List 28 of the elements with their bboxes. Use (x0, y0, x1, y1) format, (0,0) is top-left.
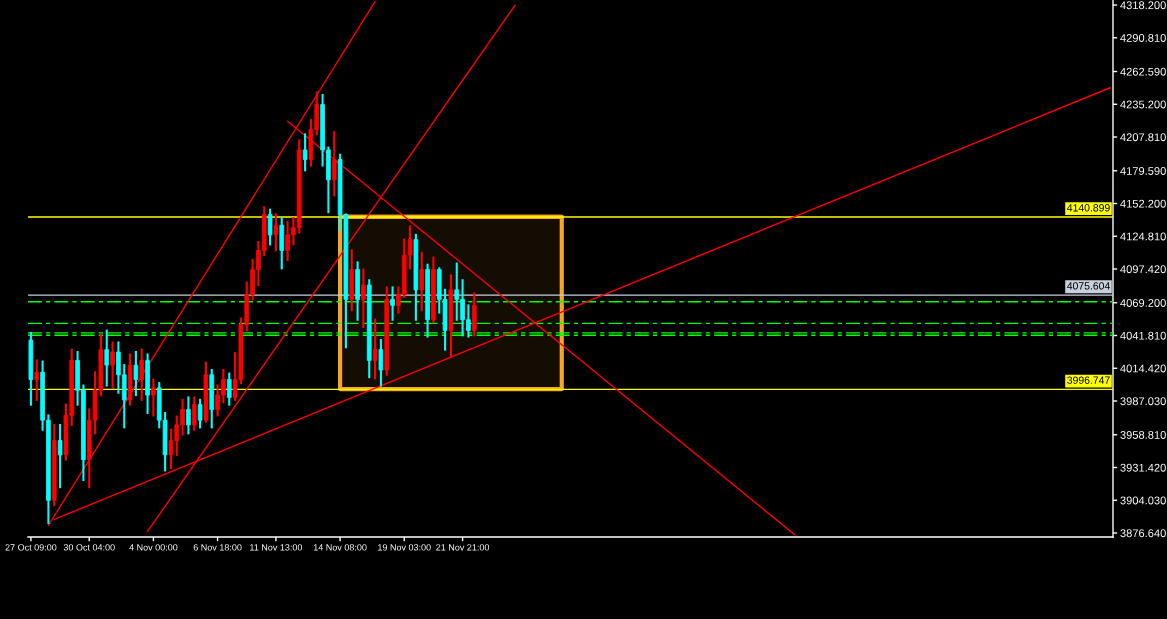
y-tick-label: 4235.200 (1120, 100, 1166, 109)
y-tick-label: 4124.810 (1120, 232, 1166, 241)
y-tick-label: 3958.810 (1120, 431, 1166, 439)
y-tick-label: 4152.200 (1120, 199, 1166, 208)
y-tick-label: 4179.590 (1120, 167, 1166, 175)
y-tick-label: 3987.030 (1120, 397, 1166, 406)
y-tick-label: 4290.810 (1120, 34, 1166, 42)
x-tick-label: 19 Nov 03:00 (378, 544, 431, 551)
ref-line-label: 4075.604 (1067, 282, 1110, 290)
y-tick-label: 4069.200 (1120, 299, 1166, 307)
y-tick-label: 4318.200 (1120, 1, 1166, 10)
x-tick-label: 14 Nov 08:00 (313, 544, 367, 551)
ref-line-label: 3996.747 (1067, 376, 1110, 384)
y-tick-label: 3931.420 (1120, 463, 1166, 472)
x-tick-label: 4 Nov 00:00 (129, 544, 178, 551)
x-tick-label: 27 Oct 09:00 (5, 544, 57, 551)
y-tick-label: 4207.810 (1120, 133, 1166, 142)
y-tick-label: 4097.420 (1120, 265, 1166, 274)
x-tick-label: 6 Nov 18:00 (193, 544, 242, 551)
y-tick-label: 3876.640 (1120, 529, 1166, 538)
x-tick-label: 11 Nov 13:00 (250, 544, 303, 551)
y-tick-label: 4014.420 (1120, 364, 1166, 373)
x-tick-label: 21 Nov 21:00 (436, 544, 490, 551)
x-tick-label: 30 Oct 04:00 (63, 544, 115, 551)
y-tick-label: 4262.590 (1120, 67, 1166, 76)
y-tick-label: 4041.810 (1120, 331, 1166, 340)
y-tick-label: 3904.030 (1120, 496, 1166, 505)
ref-line-label: 4140.899 (1067, 204, 1110, 212)
